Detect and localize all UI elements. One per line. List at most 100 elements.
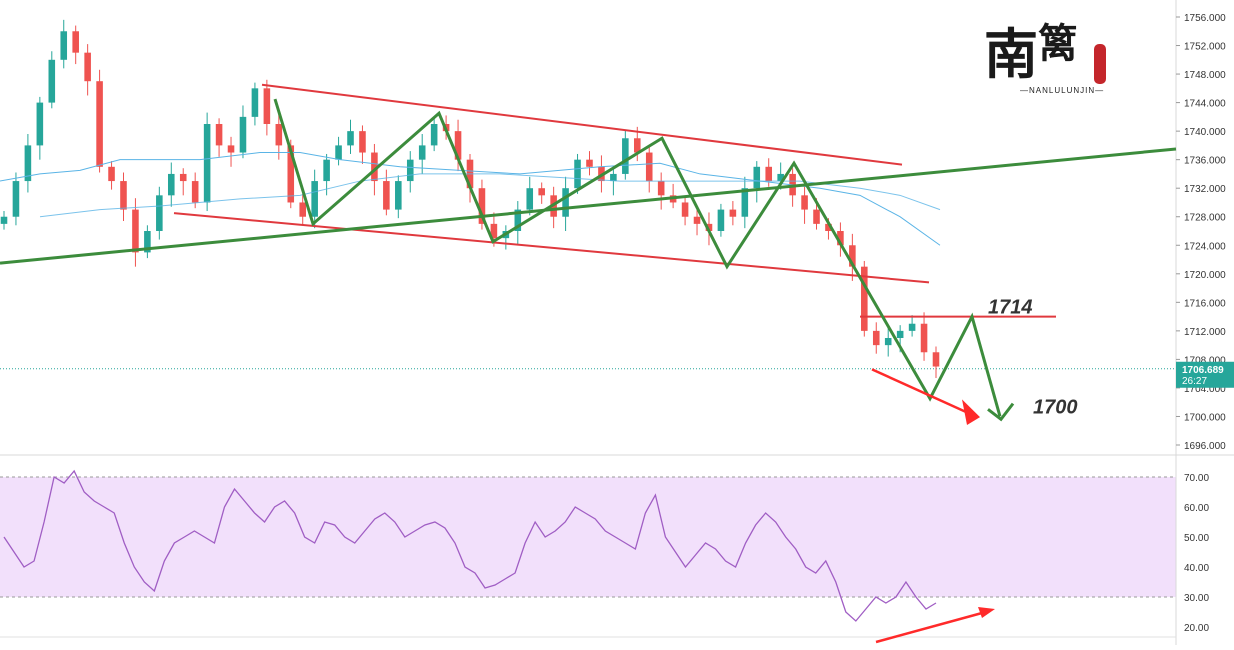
candle-body	[753, 166, 761, 189]
candle-body	[526, 188, 534, 210]
candle-body	[144, 231, 151, 253]
candle-body	[406, 159, 414, 182]
zigzag-wave-path	[273, 98, 1002, 417]
candle-body	[48, 59, 56, 103]
ascending-trendline	[0, 147, 1177, 265]
price-down-arrow-shaft	[871, 368, 969, 415]
oscillator-band	[0, 477, 1176, 597]
osc-tick-label: 20.00	[1184, 623, 1209, 634]
candle-body	[120, 181, 127, 210]
price-tick-label: 1748.000	[1184, 70, 1226, 81]
candle-body	[215, 124, 223, 146]
candle-body	[825, 223, 832, 231]
candle-body	[657, 181, 665, 196]
candle-body	[371, 152, 378, 182]
price-readout-box	[1176, 361, 1234, 388]
candle-body	[96, 81, 103, 167]
zigzag-arrowhead	[987, 402, 1015, 422]
candle-body	[251, 88, 259, 117]
candle-body	[717, 209, 725, 231]
logo-char-1: 南	[984, 22, 1038, 86]
candle-body	[72, 31, 79, 53]
candle-body	[108, 166, 115, 182]
candle-body	[777, 173, 784, 182]
candle-body	[359, 131, 366, 153]
candle-body	[60, 31, 68, 60]
candle-body	[908, 323, 916, 331]
candle-body	[586, 159, 593, 167]
candle-body	[741, 188, 749, 217]
price-tick-label: 1732.000	[1184, 184, 1226, 195]
osc-tick-label: 70.00	[1184, 473, 1209, 484]
candle-body	[837, 231, 844, 246]
candle-body	[263, 88, 271, 124]
candle-body	[645, 152, 653, 182]
candle-body	[156, 195, 163, 231]
logo-subtitle: —NANLULUNJIN—	[1020, 86, 1105, 95]
channel-upper-line	[261, 83, 903, 166]
candle-body	[12, 181, 20, 217]
price-tick-label: 1724.000	[1184, 241, 1226, 252]
candle-body	[167, 173, 175, 196]
osc-up-arrow-shaft	[875, 611, 983, 644]
candle-body	[861, 266, 868, 331]
channel-lower-line	[173, 212, 930, 284]
candle-body	[884, 338, 892, 346]
price-tick-label: 1712.000	[1184, 327, 1226, 338]
price-down-arrowhead	[962, 399, 980, 426]
candle-body	[801, 195, 808, 210]
candle-body	[0, 216, 8, 224]
candle-body	[275, 124, 283, 146]
brand-logo: 南 篱 —NANLULUNJIN—	[982, 22, 1122, 112]
price-tick-label: 1720.000	[1184, 270, 1226, 281]
price-tick-label: 1704.000	[1184, 384, 1226, 395]
candle-body	[813, 209, 820, 224]
candle-body	[681, 202, 689, 217]
candle-body	[227, 145, 235, 153]
candle-body	[179, 173, 187, 182]
candle-body	[729, 209, 737, 217]
annotation-1714: 1714	[988, 297, 1033, 319]
candle-body	[287, 145, 295, 203]
candle-body	[514, 209, 522, 231]
price-readout-countdown: 26:27	[1182, 376, 1207, 387]
candle-body	[932, 352, 940, 367]
price-tick-label: 1756.000	[1184, 13, 1226, 24]
candle-body	[574, 159, 581, 189]
price-panel-bg	[0, 0, 1234, 455]
osc-up-arrowhead	[978, 607, 995, 618]
candle-body	[896, 330, 904, 338]
price-tick-label: 1696.000	[1184, 441, 1226, 452]
candle-body	[454, 131, 462, 160]
annotation-1700: 1700	[1033, 396, 1078, 418]
candle-body	[622, 138, 629, 174]
price-tick-label: 1736.000	[1184, 156, 1226, 167]
candle-body	[335, 145, 342, 160]
logo-char-2: 篱	[1038, 20, 1078, 67]
price-tick-label: 1700.000	[1184, 412, 1226, 423]
candle-body	[24, 145, 32, 182]
candle-body	[383, 181, 390, 210]
price-readout-value: 1706.689	[1182, 365, 1224, 376]
candle-body	[36, 102, 44, 146]
ma-slow-line	[39, 173, 941, 218]
candle-body	[323, 159, 330, 182]
candle-body	[490, 223, 498, 239]
osc-tick-label: 40.00	[1184, 563, 1209, 574]
candle-body	[311, 181, 318, 217]
osc-tick-label: 60.00	[1184, 503, 1209, 514]
candle-body	[478, 188, 486, 224]
candle-body	[765, 166, 773, 182]
candle-body	[872, 330, 880, 346]
price-tick-label: 1728.000	[1184, 213, 1226, 224]
candle-body	[705, 223, 713, 231]
candle-body	[239, 116, 247, 153]
candle-body	[84, 52, 91, 82]
price-tick-label: 1744.000	[1184, 99, 1226, 110]
candle-body	[610, 173, 617, 182]
candle-body	[203, 124, 211, 203]
seal-stamp-icon	[1094, 44, 1106, 84]
ma-fast-line	[0, 152, 941, 246]
